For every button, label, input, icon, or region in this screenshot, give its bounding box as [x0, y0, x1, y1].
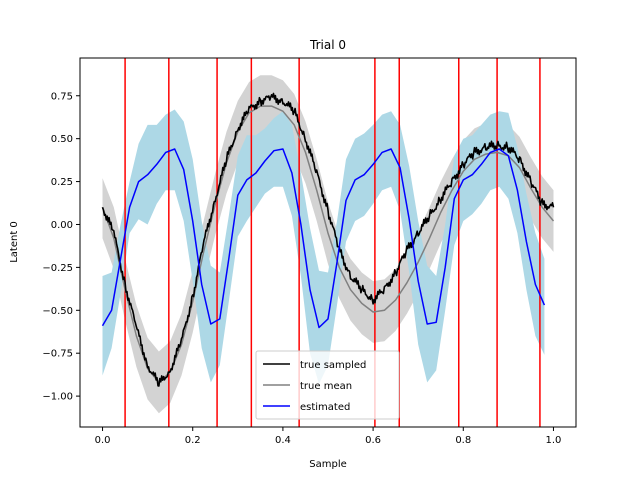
- x-tick-label: 0.6: [365, 435, 381, 446]
- x-axis-label: Sample: [309, 459, 347, 470]
- legend-label-true-sampled: true sampled: [300, 360, 366, 371]
- series-layer: [101, 92, 555, 387]
- series-true-sampled-line: [101, 92, 555, 387]
- series-estimated-line: [101, 148, 546, 329]
- y-tick-label: 0.00: [51, 220, 73, 231]
- y-tick-label: −0.75: [42, 349, 73, 360]
- y-tick-label: −0.50: [42, 306, 73, 317]
- legend: true sampled true mean estimated: [255, 350, 400, 420]
- y-tick-label: 0.75: [51, 91, 73, 102]
- x-tick-label: 0.0: [95, 435, 111, 446]
- x-tick-label: 0.4: [275, 435, 291, 446]
- true-mean-band: [102, 75, 554, 414]
- y-tick-label: −0.25: [42, 263, 73, 274]
- chart-title: Trial 0: [309, 38, 346, 52]
- y-axis-ticks: −1.00 −0.75 −0.50 −0.25 0.00 0.25 0.50 0.75: [42, 91, 80, 403]
- legend-label-true-mean: true mean: [300, 381, 352, 392]
- y-tick-label: 0.50: [51, 134, 73, 145]
- x-tick-label: 0.8: [455, 435, 471, 446]
- bands-layer: [102, 75, 554, 414]
- x-tick-label: 0.2: [185, 435, 201, 446]
- vertical-lines-layer: [124, 58, 541, 427]
- x-tick-label: 1.0: [546, 435, 562, 446]
- y-tick-label: −1.00: [42, 392, 73, 403]
- series-true-mean-line: [101, 105, 555, 384]
- x-axis-ticks: 0.0 0.2 0.4 0.6 0.8 1.0: [95, 427, 562, 446]
- legend-label-estimated: estimated: [300, 402, 350, 413]
- y-axis-label: Latent 0: [9, 221, 20, 263]
- y-tick-label: 0.25: [51, 177, 73, 188]
- legend-box: [255, 350, 400, 420]
- estimated-band: [102, 109, 545, 385]
- plot-frame: [79, 57, 577, 428]
